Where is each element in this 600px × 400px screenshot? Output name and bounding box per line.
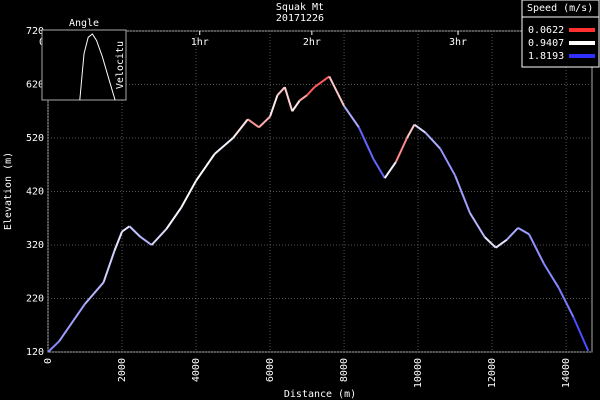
legend-swatch — [569, 28, 595, 32]
y-tick-label: 620 — [26, 80, 44, 91]
legend-label: 0.0622 — [528, 25, 564, 36]
elevation-segment — [439, 148, 456, 176]
elevation-segment — [313, 75, 330, 88]
elevation-segment — [269, 94, 279, 117]
elevation-segment — [357, 126, 375, 160]
y-tick-label: 320 — [26, 240, 44, 251]
inset-y-label: Velocitu — [115, 41, 126, 89]
y-tick-label: 220 — [26, 294, 44, 305]
elevation-segment — [299, 94, 308, 102]
elevation-segment — [232, 118, 249, 139]
elevation-segment — [383, 161, 397, 179]
elevation-segment — [557, 287, 575, 318]
elevation-segment — [572, 316, 590, 352]
elevation-segment — [283, 86, 294, 112]
elevation-segment — [424, 131, 442, 150]
elevation-segment — [372, 158, 386, 179]
chart-title: Squak Mt — [276, 2, 324, 13]
legend-label: 1.8193 — [528, 51, 564, 62]
elevation-segment — [102, 250, 116, 283]
elevation-segment — [328, 76, 345, 107]
x-tick-label: 10000 — [413, 358, 424, 388]
elevation-segment — [213, 137, 234, 155]
elevation-segment — [291, 99, 301, 112]
elevation-segment — [258, 115, 271, 129]
inset-line — [79, 33, 116, 101]
elevation-segment — [113, 231, 123, 251]
x-tick-label: 2000 — [117, 358, 128, 382]
chart-subtitle: 20171226 — [276, 13, 324, 24]
elevation-segment — [343, 105, 360, 128]
elevation-segment — [483, 236, 497, 249]
elevation-segment — [306, 86, 316, 96]
elevation-segment — [454, 175, 471, 214]
inset-frame — [41, 29, 127, 101]
elevation-segment — [128, 225, 142, 238]
x-tick-label: 0 — [43, 358, 54, 364]
y-axis-label: Elevation (m) — [3, 152, 14, 230]
elevation-segment — [150, 228, 168, 246]
time-tick-label: 1hr — [191, 37, 209, 48]
elevation-segment — [121, 225, 131, 233]
elevation-segment — [276, 86, 286, 96]
y-tick-label: 120 — [26, 347, 44, 358]
x-tick-label: 4000 — [191, 358, 202, 382]
elevation-segment — [517, 227, 530, 236]
elevation-segment — [84, 281, 105, 305]
legend-title: Speed (m/s) — [527, 3, 593, 14]
x-tick-label: 12000 — [487, 358, 498, 388]
x-tick-label: 6000 — [265, 358, 276, 382]
elevation-segment — [247, 118, 260, 129]
legend-label: 0.9407 — [528, 38, 564, 49]
y-tick-label: 520 — [26, 133, 44, 144]
legend-swatch — [569, 54, 595, 58]
time-tick-label: 3hr — [449, 37, 467, 48]
elevation-segment — [413, 123, 427, 134]
inset-title: Angle — [69, 18, 99, 29]
elevation-segment — [195, 153, 216, 182]
elevation-segment — [58, 303, 86, 342]
elevation-segment — [495, 238, 508, 249]
elevation-segment — [543, 263, 560, 289]
x-axis-label: Distance (m) — [284, 389, 356, 400]
elevation-segment — [47, 340, 60, 353]
time-tick-label: 2hr — [303, 37, 321, 48]
y-tick-label: 720 — [26, 26, 44, 37]
x-tick-label: 8000 — [339, 358, 350, 382]
y-tick-label: 420 — [26, 187, 44, 198]
elevation-segment — [469, 212, 486, 238]
elevation-segment — [528, 233, 545, 265]
elevation-segment — [180, 180, 197, 209]
elevation-segment — [394, 137, 408, 163]
legend-swatch — [569, 41, 595, 45]
elevation-segment — [165, 206, 183, 230]
x-tick-label: 14000 — [561, 358, 572, 388]
elevation-segment — [139, 236, 153, 246]
elevation-segment — [406, 124, 416, 139]
elevation-segment — [506, 227, 519, 241]
